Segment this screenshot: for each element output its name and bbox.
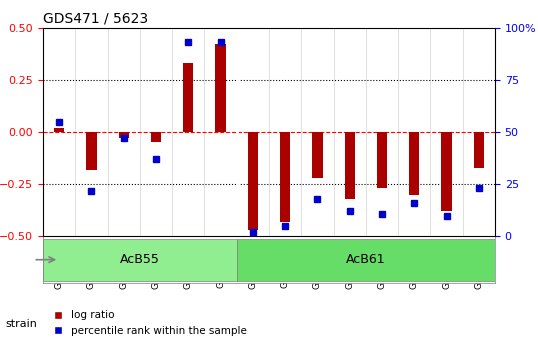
Bar [345, 132, 355, 199]
Bar [216, 44, 225, 132]
Bar [442, 132, 451, 211]
Text: AcB55: AcB55 [120, 253, 160, 266]
Text: GDS471 / 5623: GDS471 / 5623 [43, 11, 148, 25]
Bar [151, 132, 161, 142]
Bar [87, 132, 96, 170]
FancyBboxPatch shape [43, 239, 237, 280]
Text: AcB61: AcB61 [346, 253, 386, 266]
Bar [409, 132, 419, 195]
Bar [280, 132, 290, 222]
Bar [248, 132, 258, 230]
FancyBboxPatch shape [237, 239, 495, 280]
Bar [313, 132, 322, 178]
Legend: log ratio, percentile rank within the sample: log ratio, percentile rank within the sa… [48, 306, 251, 340]
Bar [119, 132, 129, 138]
Bar [183, 63, 193, 132]
Bar [474, 132, 484, 168]
Text: strain: strain [5, 319, 37, 329]
Bar [54, 128, 64, 132]
Bar [377, 132, 387, 188]
